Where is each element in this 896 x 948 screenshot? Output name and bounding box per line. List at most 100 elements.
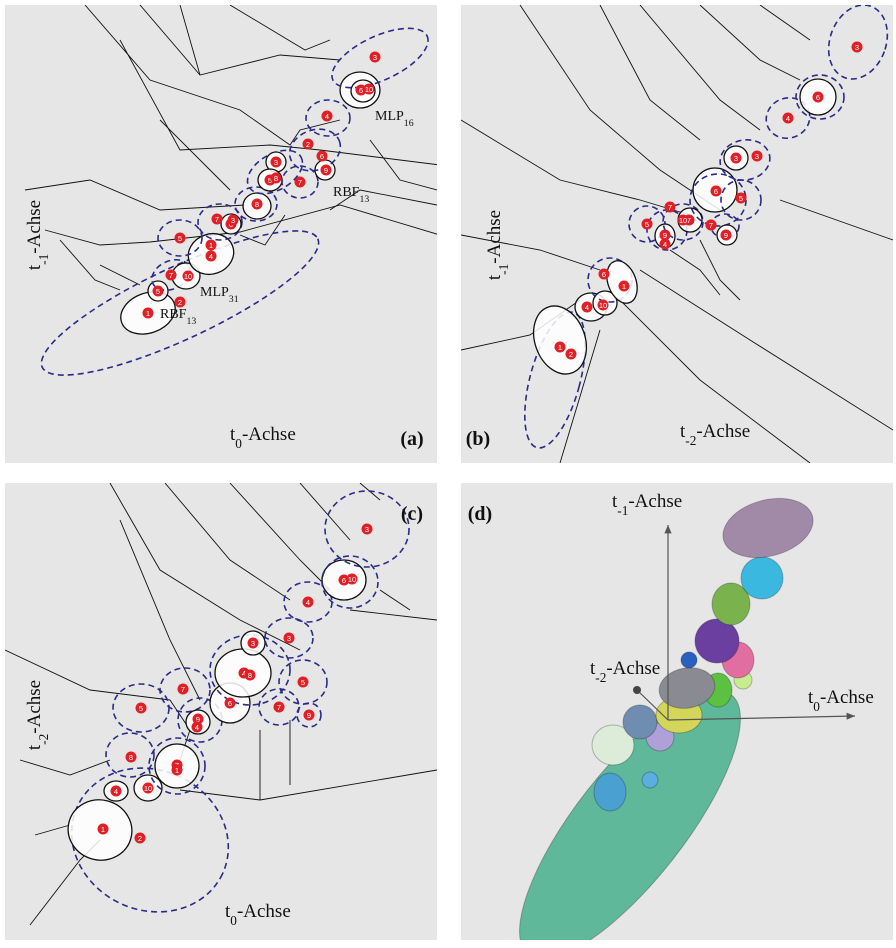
point-label: 6 — [602, 270, 606, 279]
point: 1 — [171, 764, 183, 776]
boundary-line — [119, 39, 437, 166]
point-label: 6 — [359, 86, 363, 95]
point-label: 1 — [622, 282, 626, 291]
receptive-field — [197, 203, 243, 241]
point-label: 5 — [178, 234, 182, 243]
point-label: 6 — [714, 187, 718, 196]
point-label: 1 — [209, 241, 213, 250]
point-label: 5 — [739, 194, 743, 203]
point-dot — [710, 185, 722, 197]
text-part: RBF — [160, 307, 187, 322]
boundary-line — [779, 199, 893, 241]
boundary-line — [229, 483, 331, 591]
point-dot — [205, 250, 217, 262]
point-dot — [321, 110, 333, 122]
axis-label: t0​-Achse — [808, 687, 874, 714]
point-dot — [251, 198, 263, 210]
text-part: -Achse — [237, 901, 291, 922]
point-dot — [659, 229, 671, 241]
point: 9 — [303, 709, 315, 721]
boundary-line — [699, 5, 801, 81]
point-label: 1 — [175, 766, 179, 775]
text-part: t — [24, 264, 45, 270]
receptive-field — [331, 27, 429, 89]
ellipsoids — [519, 497, 814, 940]
text-part: MLP — [200, 285, 229, 300]
text-part: -Achse — [484, 210, 505, 264]
point-label: 10 — [679, 216, 687, 225]
point-dot — [192, 713, 204, 725]
point: 8 — [270, 172, 282, 184]
axis-label: t-2​-Achse — [24, 680, 51, 750]
receptive-field — [148, 737, 206, 795]
point-label: 4 — [585, 303, 589, 312]
point-dot — [302, 596, 314, 608]
text-part: -Achse — [606, 658, 660, 679]
point-dot — [182, 270, 194, 282]
boundary-line — [699, 239, 741, 301]
ellipsoid — [591, 724, 635, 766]
point: 2 — [565, 348, 577, 360]
text-part: -Achse — [24, 680, 45, 734]
receptive-field — [288, 128, 342, 172]
text-part: -Achse — [628, 491, 682, 512]
point-label: 2 — [178, 298, 182, 307]
axis-label: t0​-Achse — [225, 901, 291, 928]
boundary-line — [369, 139, 437, 191]
subscript: 31 — [229, 294, 239, 305]
axis-label: t-1​-Achse — [612, 491, 682, 518]
ellipsoid — [519, 690, 741, 940]
point-label: 3 — [755, 152, 759, 161]
receptive-field — [234, 186, 278, 222]
point: 9 — [320, 164, 332, 176]
point: 4 — [782, 112, 794, 124]
point: 5 — [297, 676, 309, 688]
point: 1 — [554, 341, 566, 353]
panel-label: (d) — [468, 503, 492, 525]
point-label: 3 — [274, 158, 278, 167]
point-dot — [224, 697, 236, 709]
panel-label: (b) — [466, 428, 490, 450]
point-dot — [297, 676, 309, 688]
point-label: 1 — [146, 309, 150, 318]
receptive-field — [305, 99, 351, 137]
subscript: -1 — [496, 264, 511, 275]
subscript: 0 — [235, 436, 242, 451]
point: 7 — [211, 213, 223, 225]
point-label: 8 — [274, 174, 278, 183]
point-dot — [205, 239, 217, 251]
text-part: -Achse — [24, 200, 45, 254]
axis-line — [636, 689, 669, 721]
point-dot — [283, 632, 295, 644]
text-part: t — [484, 274, 505, 280]
axis-label: t0​-Achse — [230, 424, 296, 451]
ellipsoid — [740, 556, 784, 600]
point: 3 — [270, 156, 282, 168]
point-dot — [171, 764, 183, 776]
point: 5 — [152, 285, 164, 297]
boundary-line — [619, 299, 811, 463]
point-dot — [142, 307, 154, 319]
point-label: 9 — [663, 231, 667, 240]
point-dot — [565, 348, 577, 360]
point-label: 9 — [724, 231, 728, 240]
boundary-line — [119, 519, 201, 701]
boundary-line — [164, 483, 291, 601]
point-dot — [270, 172, 282, 184]
point-label: 7 — [215, 215, 219, 224]
point-dot — [247, 637, 259, 649]
point-dot — [851, 41, 863, 53]
diagram-layer: 3610426973588576314710521 — [24, 5, 437, 376]
point-label: 3 — [734, 154, 738, 163]
point-dot — [302, 138, 314, 150]
boundary-line — [559, 329, 601, 463]
point: 5 — [174, 232, 186, 244]
axis-label: t-1​-Achse — [24, 200, 51, 270]
point-dot — [320, 164, 332, 176]
text-part: -Achse — [696, 421, 750, 442]
point-dot — [618, 280, 630, 292]
point-dot — [227, 214, 239, 226]
point-label: 6 — [816, 93, 820, 102]
boundary-line — [159, 119, 231, 191]
ellipsoid — [711, 582, 751, 626]
